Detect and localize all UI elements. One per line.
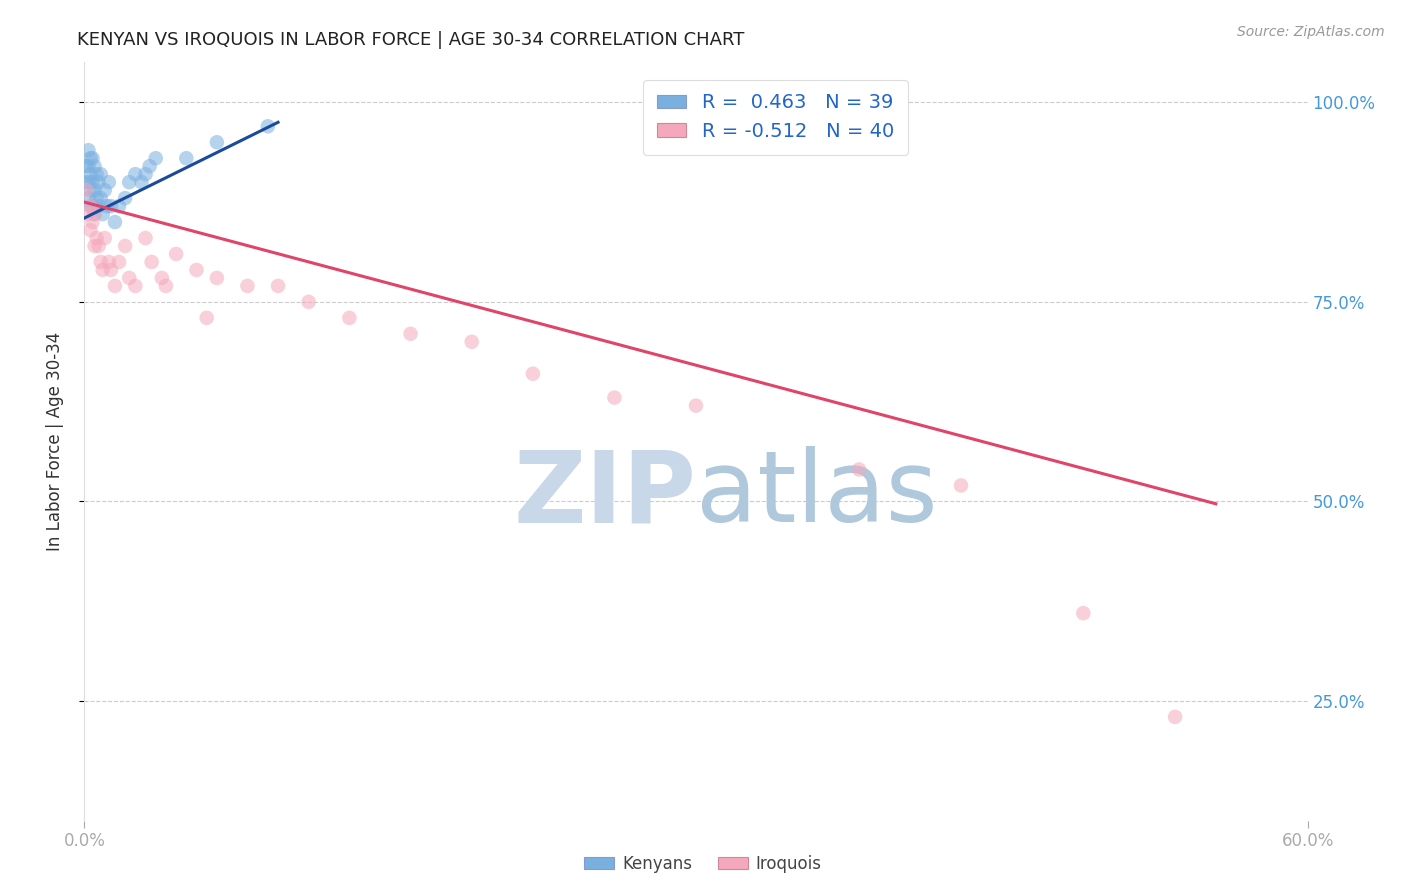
Point [124,279,146,293]
Point [77,207,100,221]
Point [141,255,163,269]
Point [685,399,707,413]
Point [87,175,110,189]
Y-axis label: In Labor Force | Age 30-34: In Labor Force | Age 30-34 [45,332,63,551]
Point [100,263,122,277]
Point [77,191,100,205]
Point [79,167,101,181]
Point [93,183,115,197]
Point [91,207,114,221]
Text: atlas: atlas [696,446,938,543]
Point [114,191,136,205]
Point [97,255,120,269]
Point [174,151,197,165]
Point [79,199,101,213]
Point [83,207,105,221]
Text: Source: ZipAtlas.com: Source: ZipAtlas.com [1237,25,1385,39]
Point [205,135,228,149]
Point [75,175,97,189]
Point [461,334,484,349]
Point [145,151,167,165]
Point [1073,606,1095,620]
Point [83,207,105,221]
Point [83,183,105,197]
Point [205,271,228,285]
Point [77,159,100,173]
Point [86,191,108,205]
Point [79,199,101,213]
Point [104,279,127,293]
Point [77,143,100,157]
Point [118,271,141,285]
Point [108,199,131,213]
Point [97,175,120,189]
Point [77,175,100,189]
Text: KENYAN VS IROQUOIS IN LABOR FORCE | AGE 30-34 CORRELATION CHART: KENYAN VS IROQUOIS IN LABOR FORCE | AGE … [77,31,745,49]
Text: ZIP: ZIP [513,446,696,543]
Point [75,183,97,197]
Point [75,159,97,173]
Point [104,215,127,229]
Point [79,223,101,237]
Point [339,310,361,325]
Point [108,255,131,269]
Point [83,239,105,253]
Point [124,167,146,181]
Point [1164,710,1187,724]
Point [603,391,626,405]
Point [848,462,870,476]
Legend: Kenyans, Iroquois: Kenyans, Iroquois [578,848,828,880]
Point [96,199,118,213]
Point [100,199,122,213]
Point [150,271,173,285]
Point [131,175,153,189]
Point [135,167,157,181]
Point [83,159,105,173]
Point [93,231,115,245]
Point [135,231,157,245]
Point [87,199,110,213]
Point [399,326,422,341]
Point [82,199,104,213]
Point [165,247,187,261]
Point [950,478,973,492]
Point [267,279,290,293]
Point [90,191,112,205]
Point [90,167,112,181]
Point [79,151,101,165]
Point [236,279,259,293]
Point [298,294,321,309]
Point [79,183,101,197]
Point [82,151,104,165]
Legend: R =  0.463   N = 39, R = -0.512   N = 40: R = 0.463 N = 39, R = -0.512 N = 40 [644,79,908,154]
Point [257,120,280,134]
Point [86,167,108,181]
Point [82,175,104,189]
Point [195,310,218,325]
Point [90,255,112,269]
Point [186,263,208,277]
Point [87,239,110,253]
Point [86,231,108,245]
Point [114,239,136,253]
Point [522,367,544,381]
Point [91,263,114,277]
Point [155,279,177,293]
Point [118,175,141,189]
Point [82,215,104,229]
Point [138,159,160,173]
